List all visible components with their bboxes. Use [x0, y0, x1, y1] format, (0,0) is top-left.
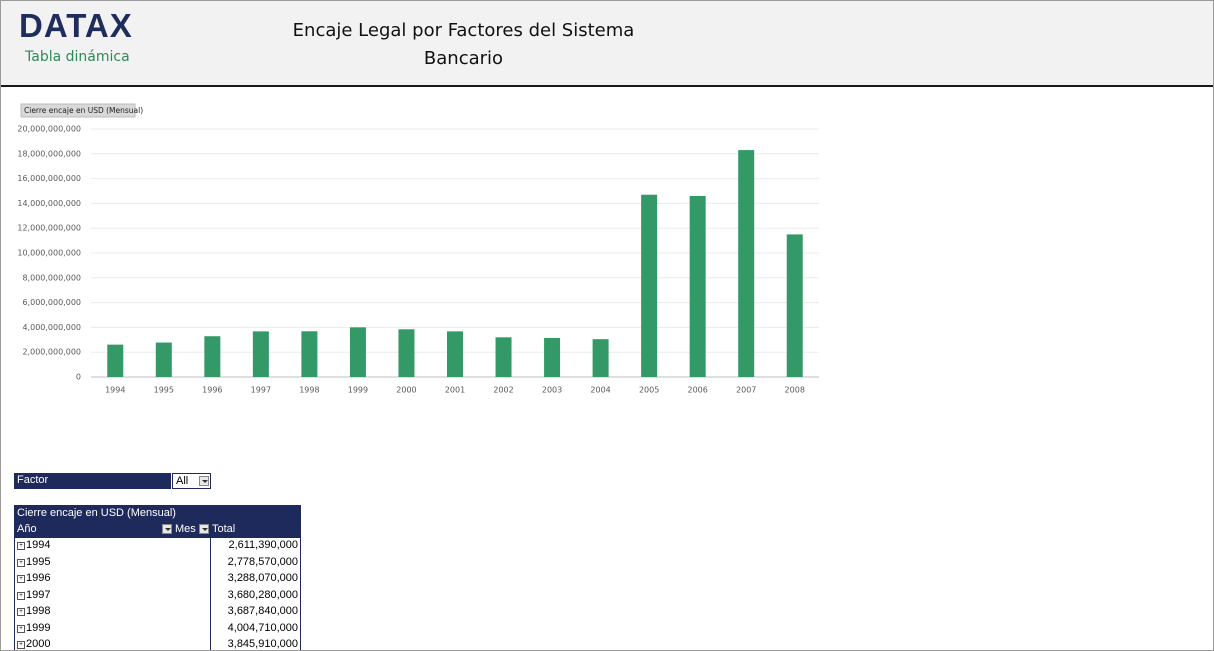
subtitle: Tabla dinámica [25, 49, 130, 65]
expand-icon[interactable]: + [17, 608, 25, 616]
table-row: +2000 3,845,910,000 [14, 637, 301, 650]
x-tick-label: 2000 [396, 386, 416, 395]
row-year: 1999 [26, 621, 51, 634]
row-year: 1995 [26, 555, 51, 568]
table-header [14, 505, 301, 538]
row-total: 2,778,570,000 [227, 555, 298, 568]
y-tick-label: 16,000,000,000 [17, 174, 81, 183]
table-border [14, 538, 15, 650]
bar [641, 194, 658, 377]
column-header: Año [17, 523, 37, 535]
x-tick-label: 2001 [445, 386, 465, 395]
row-year: 1998 [26, 605, 51, 617]
bar [301, 331, 318, 377]
row-year: 1997 [26, 588, 51, 601]
bar [252, 331, 269, 377]
y-tick-label: 8,000,000,000 [22, 273, 81, 282]
x-tick-label: 1995 [154, 386, 174, 395]
table-row: +1999 4,004,710,000 [14, 621, 301, 638]
filter-dropdown[interactable] [199, 476, 209, 486]
row-year: 1994 [26, 539, 51, 551]
x-tick-label: 2005 [639, 386, 659, 395]
bar [544, 337, 561, 377]
bar [204, 336, 221, 377]
bar [107, 344, 124, 377]
y-tick-label: 4,000,000,000 [22, 323, 81, 332]
expand-icon[interactable]: + [17, 624, 25, 633]
row-total: 3,680,280,000 [227, 588, 298, 601]
bar [786, 234, 803, 377]
x-tick-label: 2002 [493, 386, 513, 395]
bar [349, 327, 366, 377]
month-dropdown[interactable] [199, 524, 209, 534]
y-tick-label: 20,000,000,000 [17, 125, 81, 134]
x-tick-label: 1999 [348, 386, 368, 395]
y-tick-label: 12,000,000,000 [17, 224, 81, 233]
row-total: 2,611,390,000 [228, 539, 298, 551]
series-button[interactable] [20, 103, 136, 118]
y-tick-label: 18,000,000,000 [17, 149, 81, 158]
expand-icon[interactable]: + [17, 641, 25, 649]
x-tick-label: 1996 [202, 386, 222, 395]
x-tick-label: 2007 [736, 386, 756, 395]
table-row: +1996 3,288,070,000 [14, 571, 301, 588]
x-tick-label: 2003 [542, 386, 562, 395]
table-title: Cierre encaje en USD (Mensual) [17, 507, 176, 519]
bar [398, 329, 415, 377]
bar [592, 339, 609, 377]
y-tick-label: 6,000,000,000 [22, 298, 81, 307]
column-header: Mes [175, 523, 196, 535]
title: Encaje Legal por Factores del Sistema Ba… [292, 20, 635, 69]
logo: DATAX [19, 7, 133, 44]
x-tick-label: 1994 [105, 386, 125, 395]
table-row: +1998 3,687,840,000 [14, 604, 301, 621]
y-tick-label: 14,000,000,000 [17, 199, 81, 208]
column-header: Total [212, 523, 236, 535]
table-row: +1995 2,778,570,000 [14, 555, 301, 572]
x-tick-label: 1998 [299, 386, 319, 395]
y-tick-label: 2,000,000,000 [22, 348, 81, 357]
row-total: 4,004,710,000 [227, 621, 298, 634]
expand-icon[interactable]: + [17, 558, 25, 567]
bar [689, 195, 706, 377]
row-total: 3,288,070,000 [227, 572, 298, 584]
bar [738, 150, 755, 377]
y-tick-label: 0 [76, 373, 81, 382]
expand-icon[interactable]: + [17, 542, 25, 550]
x-tick-label: 2008 [785, 386, 805, 395]
header: DATAX Tabla dinámica Encaje Legal por Fa… [1, 1, 1213, 87]
filter-label: Factor [14, 473, 171, 489]
year-dropdown[interactable] [162, 524, 172, 534]
row-total: 3,845,910,000 [227, 638, 298, 650]
table-border [300, 538, 301, 650]
bar [155, 342, 172, 377]
expand-icon[interactable]: + [17, 591, 25, 600]
bar [495, 337, 512, 377]
chart: Cierre encaje en USD (Mensual) 0 2,000,00… [17, 103, 819, 395]
series-button-label[interactable]: Cierre encaje en USD (Mensual) [24, 106, 143, 115]
row-total: 3,687,840,000 [227, 605, 298, 617]
filter-value[interactable]: All [172, 473, 211, 489]
x-tick-label: 1997 [251, 386, 271, 395]
table-row: +1997 3,680,280,000 [14, 588, 301, 605]
x-tick-label: 2006 [687, 386, 707, 395]
table-row: +1994 2,611,390,000 [14, 538, 301, 555]
expand-icon[interactable]: + [17, 575, 25, 583]
x-tick-label: 2004 [590, 386, 610, 395]
row-year: 2000 [26, 638, 51, 650]
column-divider [210, 521, 211, 650]
y-tick-label: 10,000,000,000 [17, 249, 81, 258]
row-year: 1996 [26, 572, 51, 584]
bar [447, 331, 463, 377]
